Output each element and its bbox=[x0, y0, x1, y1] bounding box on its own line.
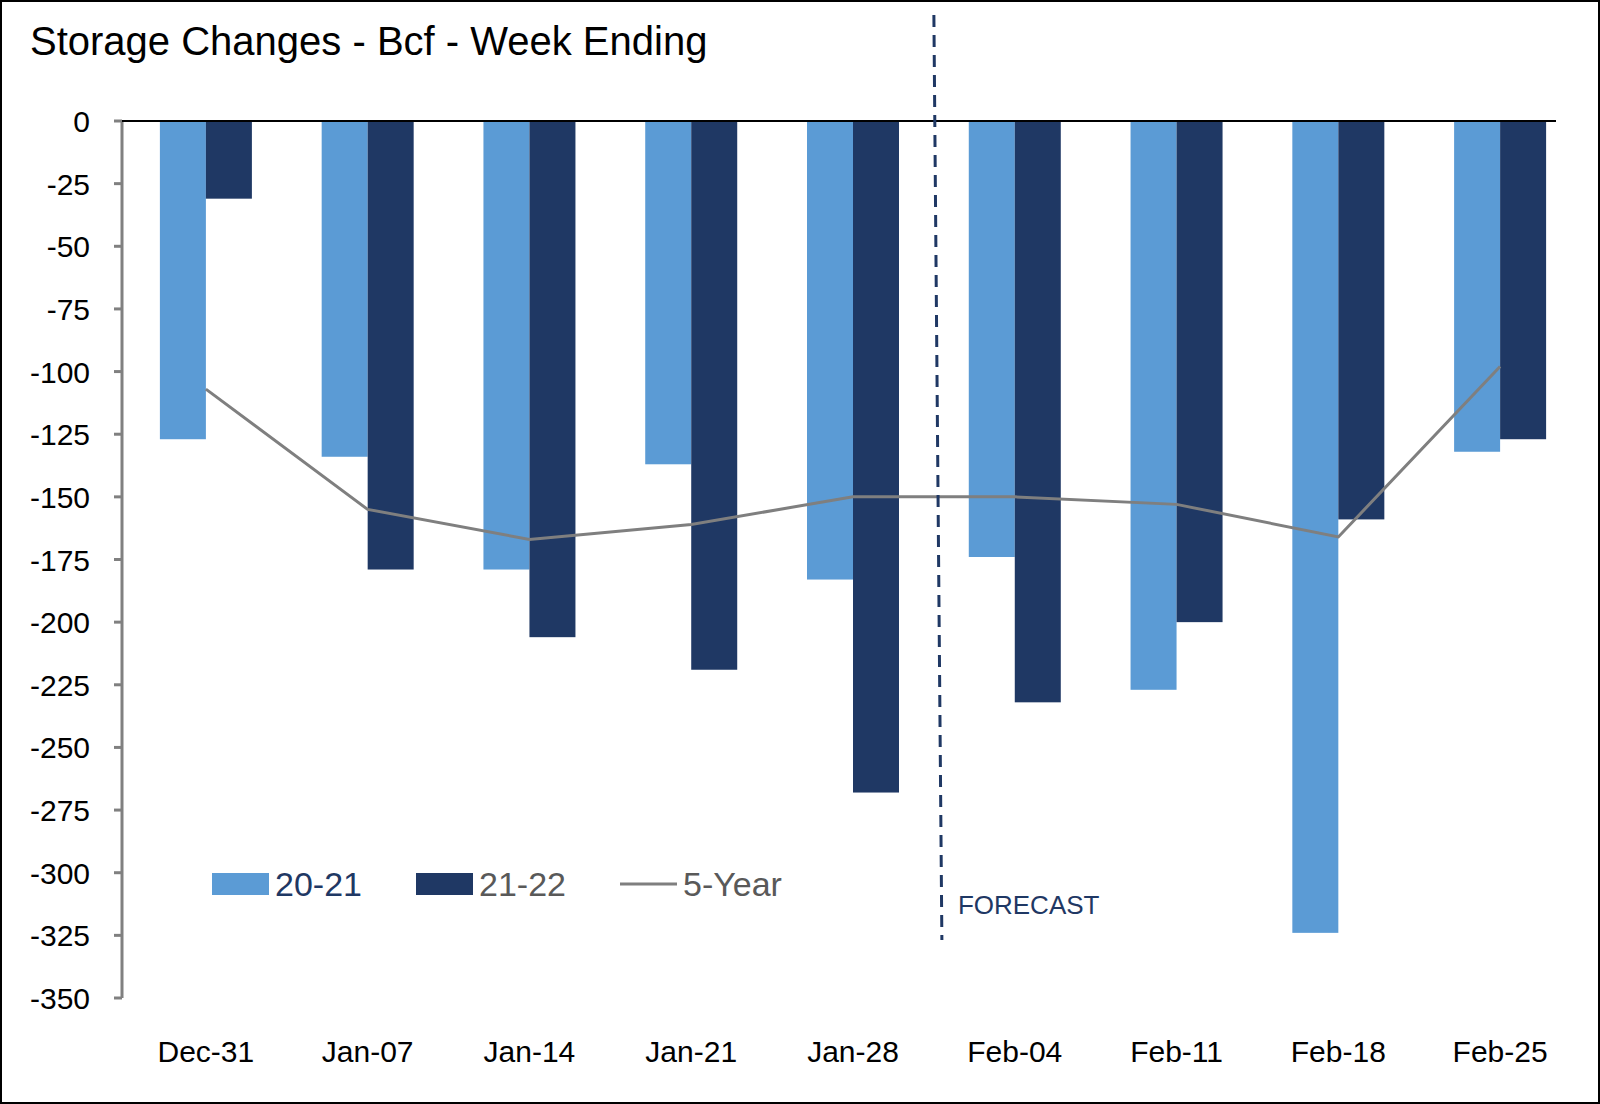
y-tick bbox=[114, 182, 122, 185]
x-tick-label: Feb-04 bbox=[967, 1035, 1062, 1068]
legend-swatch bbox=[212, 873, 269, 895]
bar bbox=[1454, 121, 1500, 452]
y-tick bbox=[114, 558, 122, 561]
y-tick bbox=[114, 495, 122, 498]
bar bbox=[529, 121, 575, 637]
y-tick-label: -250 bbox=[30, 731, 90, 764]
bar bbox=[483, 121, 529, 570]
y-tick-label: -25 bbox=[47, 168, 90, 201]
y-tick bbox=[114, 997, 122, 1000]
x-tick-label: Feb-18 bbox=[1291, 1035, 1386, 1068]
bar bbox=[368, 121, 414, 570]
bar bbox=[1177, 121, 1223, 622]
y-tick-label: -125 bbox=[30, 418, 90, 451]
y-tick bbox=[114, 871, 122, 874]
x-tick-label: Jan-14 bbox=[484, 1035, 576, 1068]
legend-label: 20-21 bbox=[275, 865, 362, 903]
y-tick bbox=[114, 307, 122, 310]
zero-line bbox=[122, 120, 1556, 122]
y-tick-label: -50 bbox=[47, 230, 90, 263]
y-tick-label: -225 bbox=[30, 669, 90, 702]
forecast-divider bbox=[934, 15, 942, 940]
bar bbox=[206, 121, 252, 199]
bar bbox=[1338, 121, 1384, 519]
chart: Storage Changes - Bcf - Week Ending 0 -25 -… bbox=[0, 0, 1600, 1104]
y-tick bbox=[114, 433, 122, 436]
y-tick-label: -300 bbox=[30, 857, 90, 890]
y-tick-label: -150 bbox=[30, 481, 90, 514]
frame bbox=[1, 1, 1599, 1103]
y-tick-label: -350 bbox=[30, 982, 90, 1015]
y-tick-label: -200 bbox=[30, 606, 90, 639]
bar bbox=[853, 121, 899, 793]
y-tick bbox=[114, 621, 122, 624]
y-tick-label: -100 bbox=[30, 356, 90, 389]
y-tick-label: 0 bbox=[73, 105, 90, 138]
bar bbox=[322, 121, 368, 457]
y-tick bbox=[114, 120, 122, 123]
x-tick-label: Jan-28 bbox=[807, 1035, 899, 1068]
y-tick bbox=[114, 746, 122, 749]
y-tick bbox=[114, 245, 122, 248]
bar bbox=[1015, 121, 1061, 702]
bar bbox=[1292, 121, 1338, 933]
plot-area bbox=[160, 121, 1546, 933]
y-tick-label: -325 bbox=[30, 919, 90, 952]
bar bbox=[645, 121, 691, 464]
x-tick-label: Jan-07 bbox=[322, 1035, 414, 1068]
y-tick bbox=[114, 370, 122, 373]
x-tick-label: Dec-31 bbox=[158, 1035, 255, 1068]
bar bbox=[1131, 121, 1177, 690]
bar bbox=[807, 121, 853, 580]
legend-label: 5-Year bbox=[683, 865, 782, 903]
legend-label: 21-22 bbox=[479, 865, 566, 903]
legend-swatch bbox=[416, 873, 473, 895]
bar bbox=[160, 121, 206, 439]
line bbox=[206, 367, 1500, 540]
x-tick-label: Feb-25 bbox=[1453, 1035, 1548, 1068]
x-tick-label: Feb-11 bbox=[1130, 1035, 1223, 1068]
bar bbox=[691, 121, 737, 670]
y-tick bbox=[114, 934, 122, 937]
x-tick-label: Jan-21 bbox=[645, 1035, 737, 1068]
title: Storage Changes - Bcf - Week Ending bbox=[30, 19, 707, 63]
y-tick-label: -175 bbox=[30, 544, 90, 577]
legend-swatch bbox=[620, 883, 677, 886]
bar bbox=[1500, 121, 1546, 439]
y-tick bbox=[114, 683, 122, 686]
annotation: FORECAST bbox=[958, 890, 1100, 920]
y-tick bbox=[114, 809, 122, 812]
y-tick-label: -275 bbox=[30, 794, 90, 827]
y-tick-label: -75 bbox=[47, 293, 90, 326]
bar bbox=[969, 121, 1015, 557]
